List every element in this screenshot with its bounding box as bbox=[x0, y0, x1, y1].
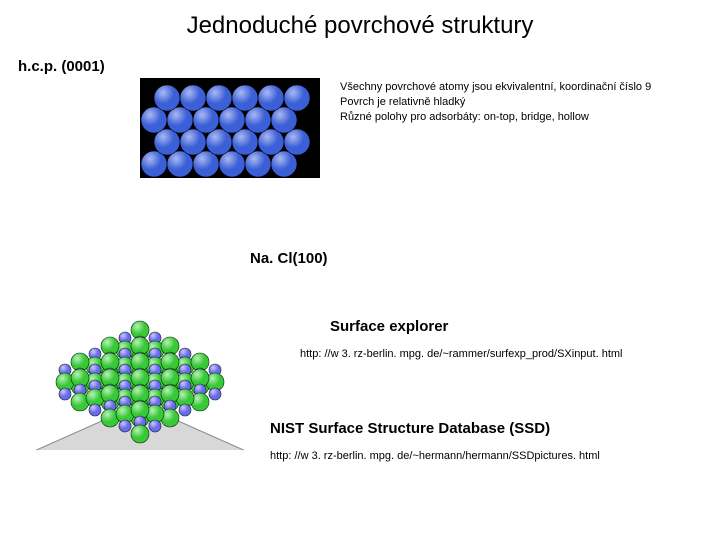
hcp-desc-line: Různé polohy pro adsorbáty: on-top, brid… bbox=[340, 110, 710, 125]
hcp-label: h.c.p. (0001) bbox=[18, 58, 105, 75]
hcp-desc-line: Povrch je relativně hladký bbox=[340, 95, 710, 110]
nacl-label: Na. Cl(100) bbox=[250, 250, 328, 267]
nist-heading: NIST Surface Structure Database (SSD) bbox=[270, 420, 550, 437]
hcp-description: Všechny povrchové atomy jsou ekvivalentn… bbox=[340, 80, 710, 125]
hcp-desc-line: Všechny povrchové atomy jsou ekvivalentn… bbox=[340, 80, 710, 95]
surface-explorer-heading: Surface explorer bbox=[330, 318, 448, 335]
hcp-figure bbox=[140, 78, 320, 178]
nacl-figure bbox=[30, 280, 250, 450]
page-title: Jednoduché povrchové struktury bbox=[0, 12, 720, 40]
surface-explorer-url: http: //w 3. rz-berlin. mpg. de/~rammer/… bbox=[300, 348, 623, 360]
nist-url: http: //w 3. rz-berlin. mpg. de/~hermann… bbox=[270, 450, 600, 462]
